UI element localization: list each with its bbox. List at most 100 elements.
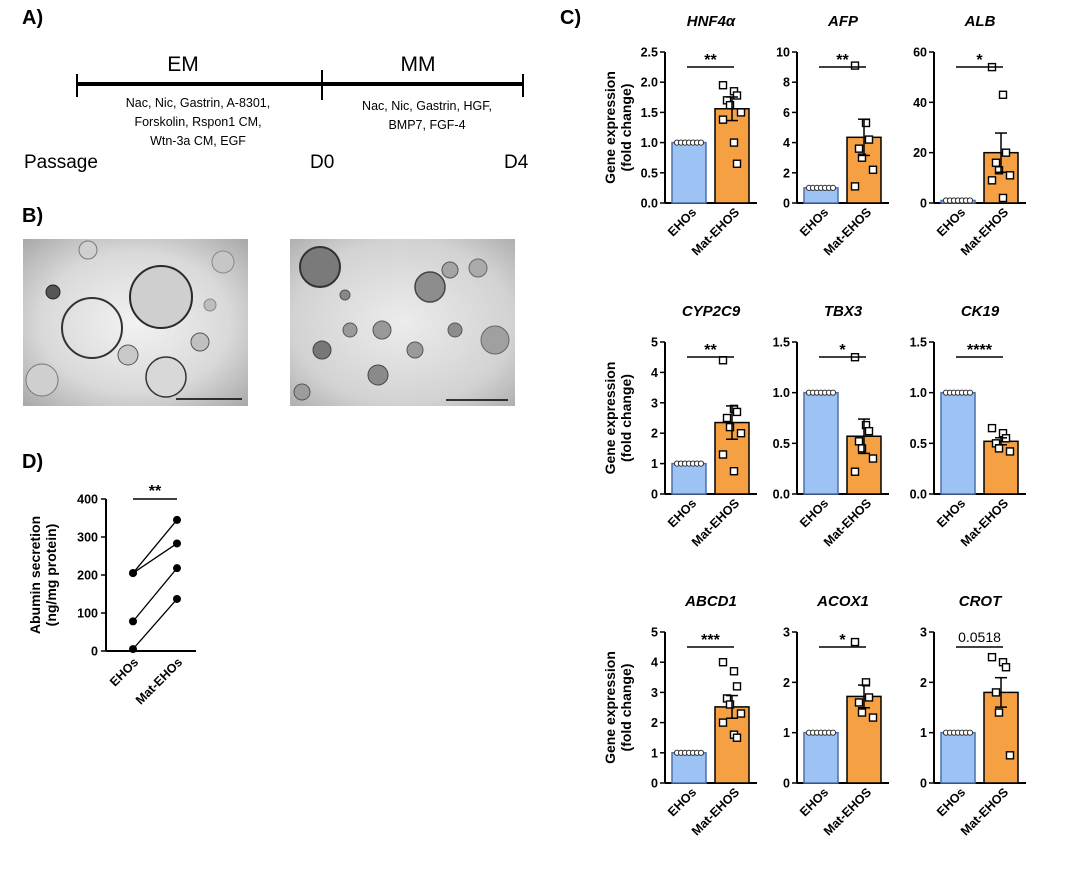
point-mat-ehos [850,637,860,647]
y-tick-label: 8 [783,76,790,90]
y-axis-label-line-2: (fold change) [618,664,634,752]
point-mat-ehos [729,467,739,476]
y-tick-label: 0 [651,488,658,502]
y-tick-label: 0 [783,197,790,211]
point-mat-ehos [732,159,742,168]
point-mat-ehos [718,115,728,124]
timeline: EM MM Nac, Nic, Gastrin, A-8301, Forskol… [24,53,529,173]
y-tick-label: 2 [783,166,790,180]
point-mat-ehos [173,515,181,524]
bar-mat-ehos [714,108,750,204]
em-factor-line-1: Nac, Nic, Gastrin, A-8301, [126,96,271,110]
y-tick-label: 1.0 [773,386,790,400]
point-mat-ehos [722,413,732,423]
y-tick-label: 20 [913,146,927,160]
point-ehos [829,729,837,736]
point-mat-ehos [864,693,874,702]
point-mat-ehos [994,166,1004,175]
point-ehos [129,617,137,626]
y-tick-label: 1.5 [773,336,790,350]
point-mat-ehos [854,144,864,153]
point-mat-ehos [1005,171,1015,180]
point-mat-ehos [732,407,742,417]
y-tick-label: 2 [783,676,790,690]
y-tick-label: 1 [651,746,658,760]
y-tick-label: 2.5 [641,46,658,60]
micrograph-mm [290,239,515,406]
y-axis-label-line-2: (ng/mg protein) [43,524,59,627]
passage-label: Passage [24,152,98,173]
y-axis-label-line-1: Gene expression [602,71,618,184]
point-ehos [129,645,137,654]
point-mat-ehos [725,100,735,110]
y-tick-label: 5 [651,626,658,640]
chart-title: CK19 [961,303,1000,320]
y-tick-label: 400 [77,493,98,507]
significance-label: *** [701,632,720,649]
point-mat-ehos [1001,663,1011,672]
y-tick-label: 6 [783,106,790,120]
point-mat-ehos [850,467,860,476]
x-label-ehos: EHOs [107,655,141,689]
point-mat-ehos [729,667,739,676]
d0-label: D0 [310,152,334,173]
point-mat-ehos [1005,751,1015,760]
micrograph-em [23,239,248,406]
y-tick-label: 1.5 [641,106,658,120]
point-mat-ehos [718,356,728,365]
significance-label: * [839,632,846,649]
mm-factor-line-2: BMP7, FGF-4 [388,118,465,132]
point-mat-ehos [718,718,728,727]
y-tick-label: 3 [783,626,790,640]
bar-ehos [671,752,707,784]
y-tick-label: 300 [77,531,98,545]
point-mat-ehos [987,423,997,433]
panel-label-a: A) [22,7,43,29]
y-tick-label: 0.5 [910,437,927,451]
y-tick-label: 0 [920,777,927,791]
point-mat-ehos [850,182,860,191]
chart-title: CYP2C9 [682,303,741,320]
em-factor-line-3: Wtn-3a CM, EGF [150,134,246,148]
em-factor-line-2: Forskolin, Rspon1 CM, [134,115,261,129]
point-mat-ehos [732,91,742,100]
bar-ehos [671,462,707,495]
significance-label: * [976,52,983,69]
point-mat-ehos [850,61,860,70]
y-tick-label: 2 [920,676,927,690]
y-tick-label: 0 [920,197,927,211]
y-tick-label: 0.0 [910,488,927,502]
point-mat-ehos [736,709,746,718]
y-tick-label: 3 [920,626,927,640]
em-label: EM [167,53,199,76]
y-tick-label: 4 [651,656,658,670]
x-label-ehos: EHOs [665,785,699,819]
y-tick-label: 1 [651,457,658,471]
y-tick-label: 3 [651,396,658,410]
y-tick-label: 0.5 [773,437,790,451]
point-mat-ehos [732,733,742,742]
y-tick-label: 1 [783,726,790,740]
x-label-ehos: EHOs [665,205,699,239]
chart-title: CROT [959,593,1003,610]
y-tick-label: 0.5 [641,166,658,180]
point-mat-ehos [994,708,1004,717]
y-tick-label: 2 [651,716,658,730]
significance-label: ** [704,342,717,359]
series-line-pair-3 [132,567,178,622]
point-mat-ehos [857,153,867,162]
panel-label-b: B) [22,205,43,227]
point-mat-ehos [987,176,997,185]
panel-label-c: C) [560,7,581,29]
point-mat-ehos [173,594,181,603]
point-mat-ehos [994,444,1004,453]
point-ehos [966,197,974,204]
point-mat-ehos [998,90,1008,99]
chart-title: AFP [827,13,859,30]
x-label-ehos: EHOs [797,496,831,530]
significance-label: * [839,342,846,359]
